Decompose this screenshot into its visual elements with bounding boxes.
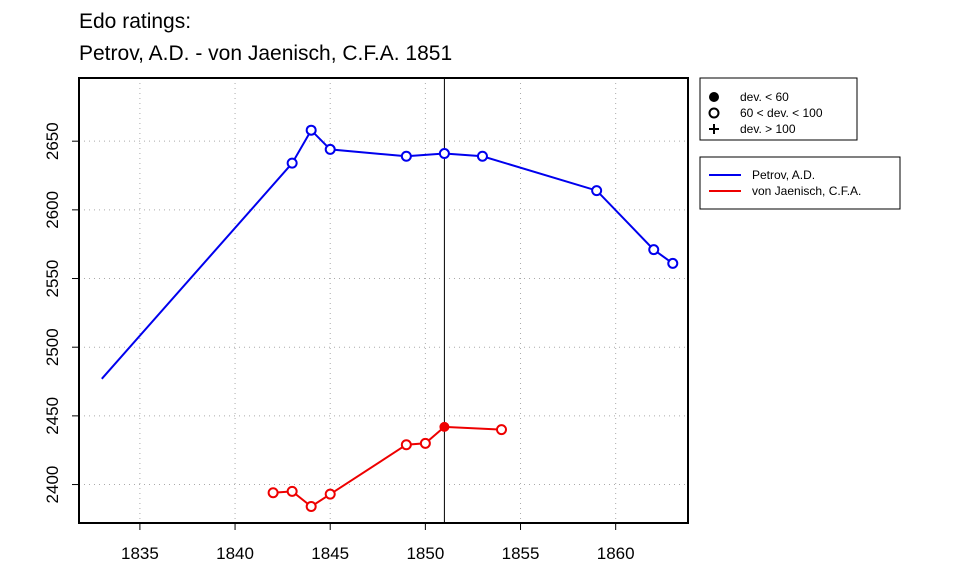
y-tick-label: 2400: [43, 466, 62, 504]
series-legend-box: [699, 156, 901, 210]
series-legend: Petrov, A.D. von Jaenisch, C.F.A.: [699, 156, 901, 210]
data-point: [438, 148, 450, 160]
x-tick-label: 1860: [597, 544, 635, 563]
data-point: [267, 487, 279, 499]
x-tick-label: 1840: [216, 544, 254, 563]
data-point: [286, 157, 298, 169]
series-legend-label: Petrov, A.D.: [752, 168, 815, 182]
data-point: [476, 150, 488, 162]
marker-legend-box: [699, 77, 858, 141]
y-tick-label: 2450: [43, 397, 62, 435]
x-tick-label: 1850: [406, 544, 444, 563]
marker-legend-label: 60 < dev. < 100: [740, 106, 823, 120]
series-layer: [101, 124, 679, 513]
data-point: [324, 143, 336, 155]
marker-legend: dev. < 60 60 < dev. < 100 dev. > 100: [699, 77, 858, 141]
data-point: [591, 185, 603, 197]
data-point: [305, 124, 317, 136]
series-line: [101, 128, 674, 380]
x-tick-label: 1835: [121, 544, 159, 563]
data-point: [400, 439, 412, 451]
marker-legend-label: dev. > 100: [740, 122, 796, 136]
chart-title-line-2: Petrov, A.D. - von Jaenisch, C.F.A. 1851: [79, 42, 452, 65]
data-point: [708, 107, 720, 119]
data-point: [439, 421, 450, 432]
data-point: [400, 150, 412, 162]
plot-frame: [78, 77, 689, 524]
data-point: [667, 257, 679, 269]
data-point: [419, 437, 431, 449]
y-tick-label: 2600: [43, 191, 62, 229]
data-point: [648, 244, 660, 256]
series-0: [101, 124, 679, 380]
series-line: [273, 425, 502, 508]
series-legend-label: von Jaenisch, C.F.A.: [752, 184, 861, 198]
data-point: [305, 501, 317, 513]
y-tick-label: 2650: [43, 122, 62, 160]
data-point: [324, 488, 336, 500]
data-point: [286, 485, 298, 497]
y-tick-label: 2550: [43, 260, 62, 298]
x-tick-label: 1855: [502, 544, 540, 563]
series-1: [267, 421, 507, 513]
chart-title-line-1: Edo ratings:: [79, 10, 191, 33]
x-tick-label: 1845: [311, 544, 349, 563]
axes: 1835 1840 1845 1850 1855 1860 2400 2450 2500 2550…: [43, 122, 635, 563]
marker-legend-label: dev. < 60: [740, 90, 789, 104]
data-point: [709, 92, 719, 102]
y-tick-label: 2500: [43, 328, 62, 366]
data-point: [495, 424, 507, 436]
